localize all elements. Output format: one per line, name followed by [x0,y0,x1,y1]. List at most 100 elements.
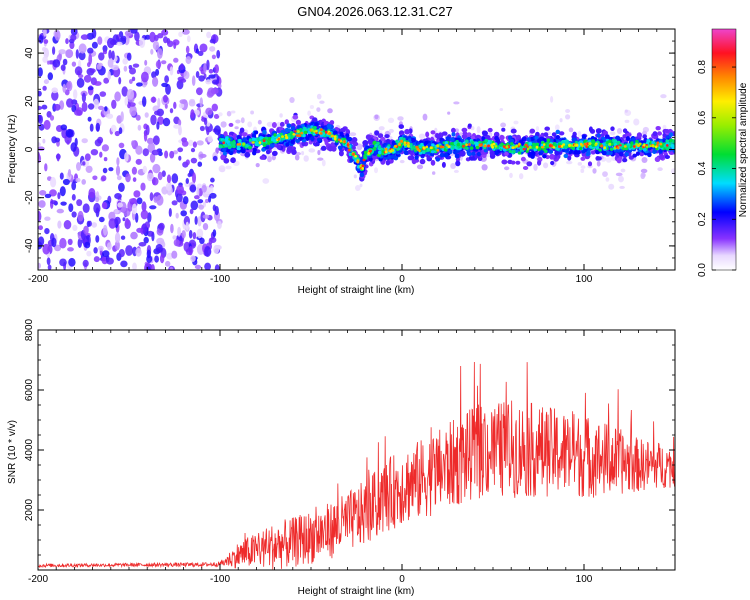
halo-blob [301,151,305,156]
noise-blob [43,29,47,37]
noise-blob [87,103,95,110]
halo-blob [319,100,325,104]
noise-blob [98,105,104,110]
noise-blob [52,59,61,68]
halo-blob [535,126,540,131]
ridge-blob [552,146,556,149]
ridge-blob [511,146,515,150]
snr-marks [38,362,675,570]
ridge-blob [436,148,440,152]
noise-blob [38,153,42,164]
noise-blob [188,100,196,107]
noise-blob [69,41,75,50]
ridge-blob [625,132,632,137]
ridge-blob [590,150,596,155]
noise-blob [199,43,208,53]
halo-blob [307,110,311,116]
ridge-blob [431,150,435,154]
noise-blob [161,29,169,36]
ridge-blob [610,142,614,147]
halo-blob [602,171,608,178]
noise-blob [72,224,78,231]
noise-blob [114,91,121,102]
ridge-blob [558,131,565,136]
noise-blob [123,65,128,72]
ridge-blob [232,133,238,139]
ridge-blob [669,138,673,143]
ridge-blob [550,160,555,166]
halo-blob [327,108,333,114]
ridge-blob [664,129,670,133]
noise-blob [124,152,129,162]
ridge-blob [603,146,607,150]
ridge-blob [407,155,413,161]
halo-blob [447,111,451,115]
noise-blob [111,99,117,110]
ridge-blob [262,139,266,143]
colorbar-tick-label: 0.4 [697,161,708,175]
noise-blob [197,199,204,204]
halo-blob [378,126,385,131]
noise-blob [150,264,155,270]
noise-blob [177,226,182,237]
ridge-blob [328,132,332,135]
noise-blob [182,196,189,205]
ridge-blob [651,140,655,145]
ridge-blob [508,149,513,154]
ridge-blob [227,145,232,150]
ridge-blob [362,140,369,146]
ridge-blob [604,134,610,139]
halo-blob [619,185,625,189]
noise-blob [56,153,60,162]
halo-blob [608,183,615,190]
noise-blob [205,107,213,116]
halo-blob [660,94,667,99]
ridge-blob [522,147,526,151]
noise-blob [47,72,53,81]
ridge-blob [441,131,448,136]
ridge-blob [475,145,480,150]
ridge-blob [536,138,542,143]
ridge-blob [290,126,296,131]
ridge-blob [258,141,262,145]
ridge-blob [430,130,436,135]
ridge-blob [646,139,651,143]
halo-blob [459,132,463,136]
noise-blob [38,105,43,111]
noise-blob [161,170,166,177]
noise-blob [209,185,214,194]
ridge-blob [320,132,323,135]
noise-blob [198,204,204,210]
ridge-blob [242,137,248,142]
noise-blob [83,225,89,235]
ridge-blob [494,145,498,148]
noise-blob [214,64,220,74]
noise-blob [97,36,103,45]
ridge-blob [302,133,306,138]
ridge-blob [305,136,310,142]
noise-blob [38,262,41,269]
noise-blob [89,68,96,73]
noise-blob [178,155,182,161]
ridge-blob [339,131,344,136]
x-tick-label: -100 [210,574,230,585]
ridge-blob [389,150,393,153]
ridge-blob [236,147,241,151]
ridge-blob [588,126,593,133]
ridge-blob [672,140,675,144]
noise-blob [151,71,157,79]
halo-blob [454,128,459,133]
noise-blob [158,222,165,231]
halo-blob [250,110,255,115]
ridge-blob [367,151,370,156]
ridge-blob [241,132,248,137]
halo-blob [577,130,582,138]
ridge-blob [543,143,546,146]
noise-blob [38,200,46,208]
ridge-blob [490,143,494,147]
halo-blob [605,157,612,163]
noise-blob [213,125,221,136]
noise-blob [66,81,71,90]
ridge-blob [600,144,604,148]
halo-blob [218,112,223,117]
